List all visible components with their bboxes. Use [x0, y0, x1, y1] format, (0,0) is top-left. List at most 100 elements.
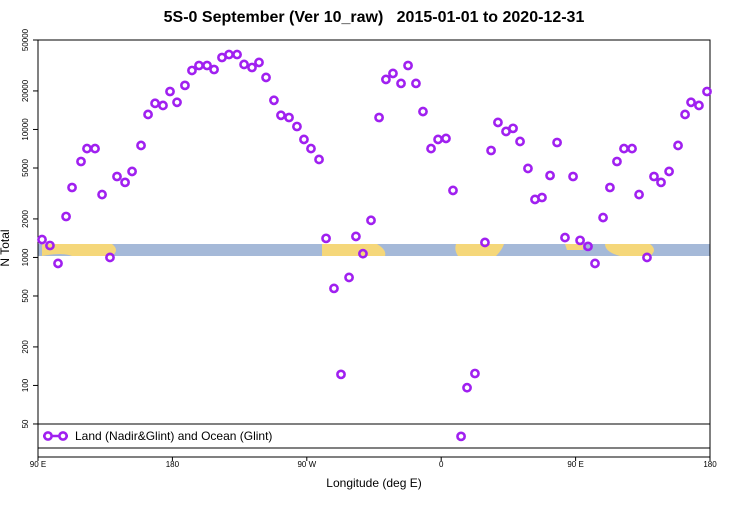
data-point [284, 112, 294, 123]
data-point [158, 100, 168, 111]
data-point [136, 140, 146, 151]
data-point [76, 156, 86, 167]
land-patch [565, 244, 654, 256]
data-point [165, 86, 175, 97]
data-point [619, 143, 629, 154]
data-point [187, 65, 197, 76]
data-point [261, 72, 271, 83]
data-point [247, 62, 257, 73]
legend-marker [43, 431, 53, 441]
x-tick-label: 90 E [567, 460, 583, 469]
legend-marker [58, 431, 68, 441]
data-point [180, 80, 190, 91]
data-point [456, 431, 466, 442]
legend-box [37, 423, 711, 449]
data-point [232, 49, 242, 60]
data-point [194, 60, 204, 71]
data-point [97, 189, 107, 200]
data-point [448, 185, 458, 196]
data-point [480, 237, 490, 248]
data-point [686, 97, 696, 108]
data-point [336, 369, 346, 380]
data-point [82, 143, 92, 154]
data-point [642, 252, 652, 263]
data-point [366, 215, 376, 226]
data-point [299, 134, 309, 145]
x-tick-label: 90 W [297, 460, 316, 469]
data-point [433, 134, 443, 145]
x-axis-label: Longitude (deg E) [326, 476, 421, 490]
data-point [202, 60, 212, 71]
data-point [321, 233, 331, 244]
data-point [649, 171, 659, 182]
y-tick-label: 10000 [21, 118, 30, 141]
data-point [90, 143, 100, 154]
data-point [150, 98, 160, 109]
data-point [702, 86, 712, 97]
data-point [575, 235, 585, 246]
x-tick-label: 0 [439, 460, 444, 469]
data-point [523, 163, 533, 174]
data-point [560, 232, 570, 243]
data-point [53, 258, 63, 269]
data-point [552, 137, 562, 148]
data-point [411, 78, 421, 89]
land-patch [42, 244, 116, 256]
data-point [209, 64, 219, 75]
data-point [508, 123, 518, 134]
data-point [680, 109, 690, 120]
data-point [254, 57, 264, 68]
y-tick-label: 50000 [21, 28, 30, 51]
y-tick-label: 500 [21, 289, 30, 303]
data-point [388, 68, 398, 79]
data-point [120, 177, 130, 188]
data-point [545, 170, 555, 181]
data-point [612, 156, 622, 167]
chart-title: 5S-0 September (Ver 10_raw) 2015-01-01 t… [164, 9, 585, 26]
data-point [634, 189, 644, 200]
y-tick-label: 2000 [21, 209, 30, 227]
data-point [598, 212, 608, 223]
y-tick-label: 20000 [21, 79, 30, 102]
data-point [276, 110, 286, 121]
data-point [374, 112, 384, 123]
data-point [358, 248, 368, 259]
data-point [306, 143, 316, 154]
data-point [656, 177, 666, 188]
data-point [351, 231, 361, 242]
data-point [112, 171, 122, 182]
data-point [627, 143, 637, 154]
y-tick-label: 50 [21, 419, 30, 428]
data-point [537, 192, 547, 203]
data-point [329, 283, 339, 294]
x-tick-label: 180 [166, 460, 180, 469]
data-point [441, 133, 451, 144]
data-point [292, 121, 302, 132]
y-tick-label: 200 [21, 340, 30, 354]
data-point [45, 240, 55, 251]
data-point [403, 60, 413, 71]
data-point [426, 143, 436, 154]
legend: Land (Nadir&Glint) and Ocean (Glint) [37, 423, 711, 449]
legend-label: Land (Nadir&Glint) and Ocean (Glint) [75, 429, 272, 443]
data-point [470, 368, 480, 379]
data-point [396, 78, 406, 89]
data-point [143, 109, 153, 120]
data-point [673, 140, 683, 151]
y-tick-label: 5000 [21, 159, 30, 177]
data-point [515, 136, 525, 147]
data-point [314, 154, 324, 165]
y-tick-label: 100 [21, 378, 30, 392]
data-point [664, 166, 674, 177]
data-point [224, 49, 234, 60]
data-point [486, 145, 496, 156]
data-point [67, 182, 77, 193]
data-point [568, 171, 578, 182]
data-point [172, 97, 182, 108]
data-point [127, 166, 137, 177]
land-patch [322, 244, 386, 256]
data-point [462, 382, 472, 393]
x-tick-label: 180 [703, 460, 717, 469]
